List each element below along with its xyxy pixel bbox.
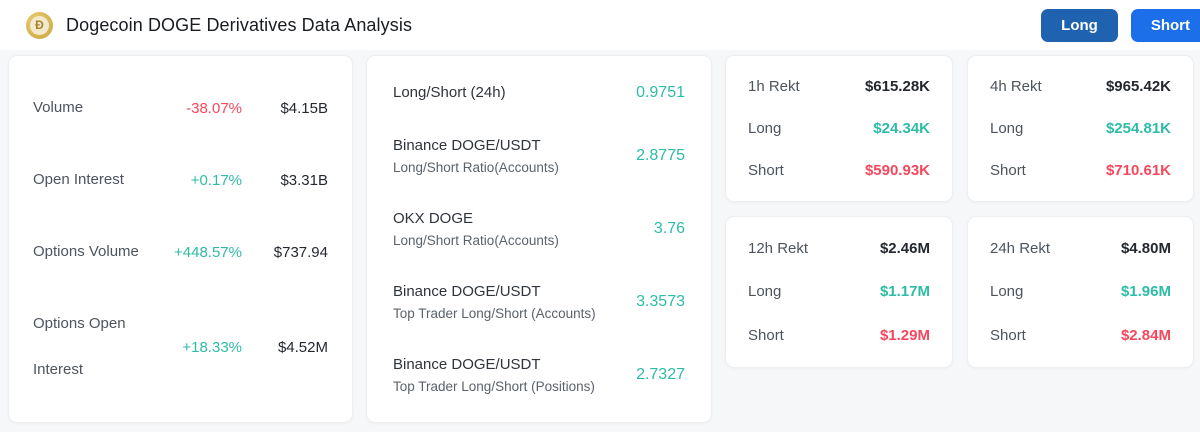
rekt-period-label: 24h Rekt <box>990 240 1051 258</box>
rekt-card-12h: 12h Rekt $2.46M Long $1.17M Short $1.29M <box>725 216 953 368</box>
stat-change: +448.57% <box>174 243 242 261</box>
stat-change: +0.17% <box>190 171 242 189</box>
rekt-total-row: 4h Rekt $965.42K <box>990 78 1171 95</box>
ratio-subtitle: Top Trader Long/Short (Positions) <box>393 379 595 395</box>
rekt-short-label: Short <box>990 161 1026 179</box>
stat-value: $3.31B <box>280 171 328 189</box>
rekt-short-label: Short <box>748 326 784 344</box>
dogecoin-logo-icon: Ð <box>26 11 53 39</box>
header-buttons: Long Short <box>1041 8 1200 42</box>
ratio-row-top-trader-positions: Binance DOGE/USDT Top Trader Long/Short … <box>393 356 685 394</box>
ratio-value: 2.8775 <box>636 146 685 164</box>
stat-row-volume: Volume -38.07% $4.15B <box>33 85 328 131</box>
stat-row-options-volume: Options Volume +448.57% $737.94 <box>33 229 328 275</box>
rekt-total-value: $2.46M <box>879 240 930 258</box>
rekt-short-row: Short $1.29M <box>748 327 930 344</box>
rekt-long-value: $1.96M <box>1120 283 1171 301</box>
rekt-total-value: $4.80M <box>1120 240 1171 258</box>
ratio-subtitle: Long/Short Ratio(Accounts) <box>393 232 559 248</box>
stat-row-open-interest: Open Interest +0.17% $3.31B <box>33 157 328 203</box>
ratio-row-okx-accounts: OKX DOGE Long/Short Ratio(Accounts) 3.76 <box>393 210 685 248</box>
rekt-period-label: 12h Rekt <box>748 240 809 258</box>
rekt-long-value: $254.81K <box>1105 119 1171 137</box>
content-area: Volume -38.07% $4.15B Open Interest +0.1… <box>0 50 1200 432</box>
rekt-long-label: Long <box>748 119 782 137</box>
ratio-subtitle: Long/Short Ratio(Accounts) <box>393 159 559 175</box>
rekt-total-row: 1h Rekt $615.28K <box>748 78 930 95</box>
rekt-short-label: Short <box>748 161 784 179</box>
ratio-value: 3.76 <box>653 219 685 237</box>
rekt-card-24h: 24h Rekt $4.80M Long $1.96M Short $2.84M <box>967 216 1194 368</box>
rekt-card-4h: 4h Rekt $965.42K Long $254.81K Short $71… <box>967 55 1194 202</box>
rekt-short-value: $2.84M <box>1120 326 1171 344</box>
ratio-title: OKX DOGE <box>393 209 474 227</box>
ratio-title: Binance DOGE/USDT <box>393 356 541 374</box>
short-button[interactable]: Short <box>1130 8 1200 42</box>
rekt-total-value: $965.42K <box>1105 78 1171 96</box>
rekt-short-value: $590.93K <box>864 161 930 179</box>
ratio-row-binance-accounts: Binance DOGE/USDT Long/Short Ratio(Accou… <box>393 137 685 175</box>
rekt-total-value: $615.28K <box>864 78 930 96</box>
rekt-period-label: 4h Rekt <box>990 78 1042 96</box>
ratio-value: 2.7327 <box>636 366 685 384</box>
rekt-total-row: 12h Rekt $2.46M <box>748 240 930 257</box>
long-button[interactable]: Long <box>1041 8 1118 42</box>
rekt-card-1h: 1h Rekt $615.28K Long $24.34K Short $590… <box>725 55 953 202</box>
stat-label: Options Volume <box>33 243 139 261</box>
rekt-short-row: Short $590.93K <box>748 162 930 179</box>
long-short-ratios-card: Long/Short (24h) 0.9751 Binance DOGE/USD… <box>366 55 712 423</box>
dogecoin-glyph: Ð <box>30 15 49 35</box>
rekt-long-row: Long $1.96M <box>990 283 1171 300</box>
rekt-short-row: Short $710.61K <box>990 162 1171 179</box>
rekt-total-row: 24h Rekt $4.80M <box>990 240 1171 257</box>
rekt-short-value: $1.29M <box>879 326 930 344</box>
page-header: Ð Dogecoin DOGE Derivatives Data Analysi… <box>0 0 1200 50</box>
stat-label: Volume <box>33 99 84 117</box>
ratio-subtitle: Top Trader Long/Short (Accounts) <box>393 306 596 322</box>
ratio-value: 3.3573 <box>636 293 685 311</box>
rekt-long-value: $24.34K <box>873 119 930 137</box>
rekt-long-row: Long $254.81K <box>990 120 1171 137</box>
rekt-long-label: Long <box>990 283 1024 301</box>
ratio-value: 0.9751 <box>636 83 685 101</box>
stat-change: +18.33% <box>182 338 242 356</box>
ratio-row-24h: Long/Short (24h) 0.9751 <box>393 84 685 102</box>
rekt-short-row: Short $2.84M <box>990 327 1171 344</box>
ratio-title: Long/Short (24h) <box>393 84 506 102</box>
rekt-long-row: Long $1.17M <box>748 283 930 300</box>
stat-value: $737.94 <box>273 243 328 261</box>
ratio-title: Binance DOGE/USDT <box>393 283 541 301</box>
rekt-long-value: $1.17M <box>879 283 930 301</box>
rekt-short-label: Short <box>990 326 1026 344</box>
stat-label: Open Interest <box>33 171 124 189</box>
stat-change: -38.07% <box>186 99 242 117</box>
stat-label: Options Open Interest <box>33 315 126 379</box>
rekt-long-label: Long <box>990 119 1024 137</box>
market-stats-card: Volume -38.07% $4.15B Open Interest +0.1… <box>8 55 353 423</box>
rekt-period-label: 1h Rekt <box>748 78 800 96</box>
page-title: Dogecoin DOGE Derivatives Data Analysis <box>66 14 413 35</box>
ratio-row-top-trader-accounts: Binance DOGE/USDT Top Trader Long/Short … <box>393 283 685 321</box>
rekt-short-value: $710.61K <box>1105 161 1171 179</box>
stat-value: $4.52M <box>277 338 328 356</box>
ratio-title: Binance DOGE/USDT <box>393 136 541 154</box>
rekt-long-label: Long <box>748 283 782 301</box>
stat-value: $4.15B <box>280 99 328 117</box>
rekt-long-row: Long $24.34K <box>748 120 930 137</box>
stat-row-options-open-interest: Options Open Interest +18.33% $4.52M <box>33 301 328 393</box>
